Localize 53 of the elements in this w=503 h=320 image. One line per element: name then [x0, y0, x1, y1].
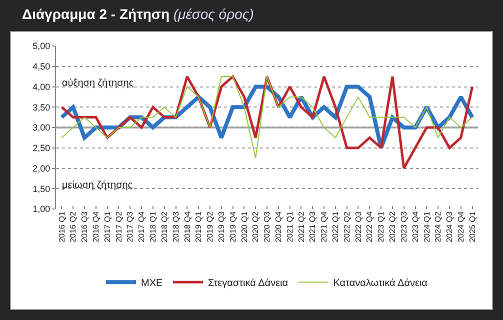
x-tick-label: 2020 Q3 — [262, 211, 272, 242]
x-tick-label: 2021 Q3 — [308, 211, 318, 242]
x-tick-label: 2016 Q2 — [68, 211, 78, 242]
x-tick-label: 2022 Q2 — [342, 211, 352, 242]
x-tick-label: 2020 Q2 — [251, 211, 260, 242]
y-tick-label: 1,00 — [32, 204, 50, 214]
legend-label: Καταναλωτικά Δάνεια — [333, 278, 428, 290]
x-tick-label: 2023 Q3 — [399, 211, 408, 242]
x-tick-label: 2021 Q2 — [296, 211, 306, 242]
x-tick-label: 2016 Q4 — [92, 211, 101, 242]
annotation: μείωση ζήτησης — [62, 180, 133, 191]
y-tick-label: 2,50 — [32, 143, 50, 154]
legend-label: Στεγαστικά Δάνεια — [208, 278, 288, 290]
x-tick-label: 2019 Q4 — [228, 211, 238, 242]
x-tick-label: 2018 Q1 — [148, 211, 158, 242]
x-tick-label: 2018 Q2 — [160, 211, 169, 242]
x-tick-label: 2019 Q2 — [206, 211, 215, 242]
x-tick-label: 2025 Q1 — [468, 211, 477, 242]
x-tick-label: 2023 Q4 — [410, 211, 420, 242]
chart-subtitle: (μέσος όρος) — [173, 6, 254, 22]
x-tick-label: 2024 Q4 — [456, 211, 466, 242]
x-tick-label: 2017 Q3 — [126, 211, 135, 242]
y-tick-label: 2,00 — [32, 163, 50, 174]
x-tick-label: 2018 Q3 — [171, 211, 180, 242]
x-tick-label: 2021 Q1 — [285, 211, 294, 242]
x-tick-label: 2016 Q1 — [57, 211, 66, 242]
x-tick-label: 2016 Q3 — [80, 211, 90, 242]
x-tick-label: 2023 Q2 — [388, 211, 398, 242]
x-tick-label: 2020 Q4 — [274, 211, 284, 242]
x-tick-label: 2024 Q3 — [445, 211, 454, 242]
x-tick-label: 2017 Q2 — [114, 211, 124, 242]
y-tick-label: 5,00 — [32, 41, 50, 52]
x-tick-label: 2022 Q4 — [365, 211, 374, 242]
annotation: αύξηση ζήτησης — [62, 78, 134, 89]
x-tick-label: 2022 Q1 — [331, 211, 340, 242]
chart-title: Διάγραμμα 2 - Ζήτηση — [22, 6, 170, 22]
y-tick-label: 3,00 — [32, 122, 50, 133]
y-tick-label: 4,50 — [32, 62, 50, 72]
x-tick-label: 2019 Q1 — [194, 211, 204, 242]
x-tick-label: 2024 Q2 — [434, 211, 443, 242]
legend-label: ΜΧΕ — [141, 278, 163, 290]
x-tick-label: 2023 Q1 — [376, 211, 386, 242]
x-tick-label: 2024 Q1 — [422, 211, 432, 242]
y-tick-label: 3,50 — [32, 102, 50, 112]
y-tick-label: 1,50 — [32, 184, 50, 194]
x-tick-label: 2020 Q1 — [240, 211, 249, 242]
x-tick-label: 2017 Q4 — [137, 211, 146, 242]
x-tick-label: 2019 Q3 — [216, 211, 226, 242]
x-tick-label: 2018 Q4 — [182, 211, 192, 242]
y-tick-label: 4,00 — [32, 82, 50, 92]
x-tick-label: 2017 Q1 — [102, 211, 112, 242]
x-tick-label: 2022 Q3 — [354, 211, 363, 242]
x-tick-label: 2021 Q4 — [320, 211, 329, 242]
